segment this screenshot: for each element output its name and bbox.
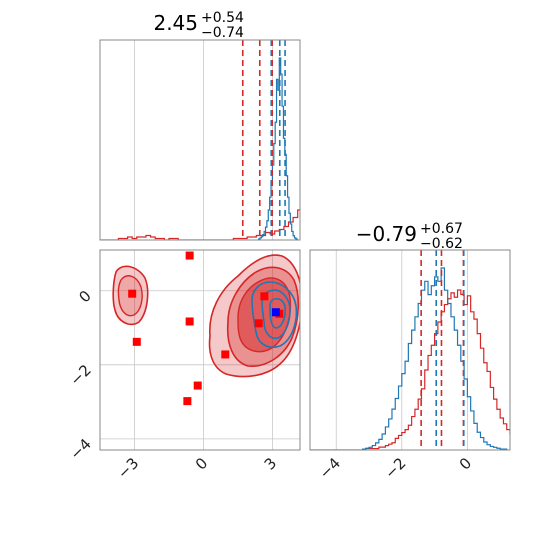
x-tick-label-param-1: −3: [114, 454, 142, 482]
scatter-point-blue: [271, 308, 280, 317]
joint-panel-frame: [99, 249, 301, 451]
scatter-point-red: [185, 251, 194, 260]
title-param-1-lower-error: −0.74: [201, 25, 244, 41]
y-tick-label-param-2: 0: [75, 287, 94, 306]
histogram-blue-param-1: [258, 57, 298, 240]
marginal-param-2-frame: [309, 249, 511, 451]
scatter-point-red: [185, 317, 194, 326]
scatter-point-red: [183, 397, 192, 406]
x-tick-label-param-2: −4: [316, 454, 344, 482]
scatter-point-red: [193, 381, 202, 390]
x-tick-label-param-2: −2: [381, 454, 409, 482]
scatter-point-red: [128, 289, 137, 298]
joint-scatter-panel: [99, 249, 301, 451]
marginal-histogram-param-1: [99, 39, 301, 241]
scatter-point-red: [221, 350, 230, 359]
contour-blue-region: [251, 281, 298, 348]
title-param-2-upper-error: +0.67: [420, 221, 463, 237]
title-param-2: −0.79: [356, 222, 417, 246]
x-tick-label-param-1: 3: [261, 454, 280, 473]
x-tick-label-param-1: 0: [192, 454, 211, 473]
title-param-1-upper-error: +0.54: [201, 10, 244, 26]
title-param-2-lower-error: −0.62: [420, 236, 463, 252]
scatter-point-red: [260, 292, 269, 301]
histogram-red-param-1: [100, 209, 300, 240]
y-tick-label-param-2: −4: [66, 435, 94, 463]
marginal-histogram-param-2: [309, 249, 511, 451]
marginal-param-1-frame: [99, 39, 301, 241]
y-tick-label-param-2: −2: [66, 361, 94, 389]
x-tick-label-param-2: 0: [456, 454, 475, 473]
histogram-red-param-2: [310, 289, 510, 450]
histogram-blue-param-2: [361, 267, 508, 450]
scatter-point-red: [254, 319, 263, 328]
title-param-1: 2.45: [153, 11, 198, 35]
scatter-point-red: [132, 337, 141, 346]
